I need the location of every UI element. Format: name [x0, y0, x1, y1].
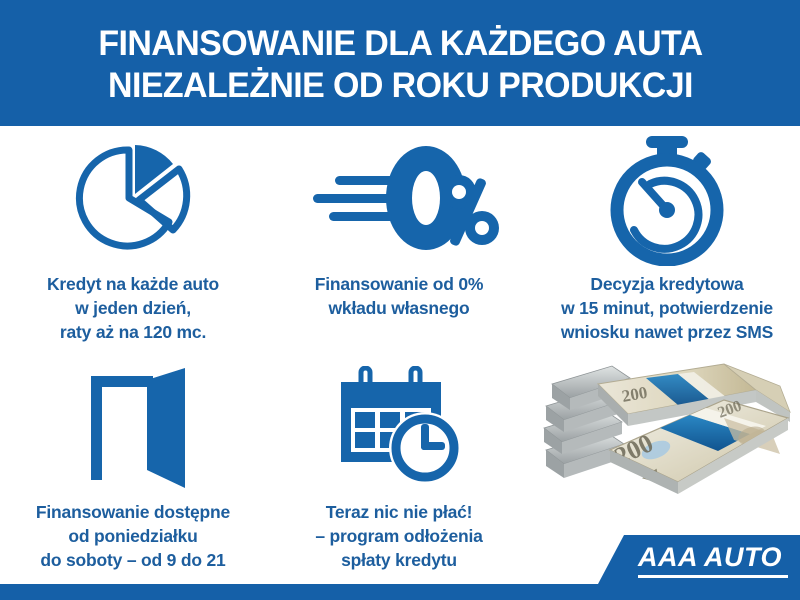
caption-line: do soboty – od 9 do 21 [40, 550, 226, 570]
logo-underline [638, 575, 788, 578]
feature-grid: Kredyt na każde auto w jeden dzień, raty… [0, 126, 800, 584]
feature-item-deferred-payment: Teraz nic nie płać! – program odłożenia … [266, 362, 532, 584]
caption-line: Finansowanie dostępne [35, 502, 231, 522]
open-door-icon [73, 362, 193, 494]
caption-line: od poniedziałku [68, 526, 198, 546]
caption-line: Teraz nic nie płać! [325, 502, 473, 522]
caption-line: w 15 minut, potwierdzenie [561, 298, 773, 318]
logo-text: AAA AUTO [638, 542, 782, 572]
caption-line: wniosku nawet przez SMS [560, 322, 774, 342]
caption-line: spłaty kredytu [341, 550, 457, 570]
feature-item-zero-percent: Finansowanie od 0% wkładu własnego [266, 134, 532, 362]
bottom-accent-bar [0, 584, 800, 600]
pie-chart-icon [69, 134, 197, 266]
caption-line: Kredyt na każde auto [46, 274, 220, 294]
header-banner: FINANSOWANIE DLA KAŻDEGO AUTA NIEZALEŻNI… [0, 0, 800, 126]
feature-caption: Finansowanie od 0% wkładu własnego [315, 272, 484, 320]
svg-text:200: 200 [620, 383, 648, 406]
caption-line: – program odłożenia [315, 526, 483, 546]
caption-line: w jeden dzień, [75, 298, 191, 318]
feature-caption: Decyzja kredytowa w 15 minut, potwierdze… [561, 272, 773, 344]
feature-caption: Teraz nic nie płać! – program odłożenia … [315, 500, 483, 572]
feature-caption: Finansowanie dostępne od poniedziałku do… [36, 500, 230, 572]
caption-line: raty aż na 120 mc. [59, 322, 207, 342]
headline-line-2: NIEZALEŻNIE OD ROKU PRODUKCJI [107, 66, 693, 105]
caption-line: Finansowanie od 0% [314, 274, 484, 294]
aaa-auto-logo[interactable]: AAA AUTO [598, 535, 800, 584]
caption-line: Decyzja kredytowa [590, 274, 744, 294]
feature-item-decision-time: Decyzja kredytowa w 15 minut, potwierdze… [534, 134, 800, 362]
feature-item-credit: Kredyt na każde auto w jeden dzień, raty… [0, 134, 266, 362]
stopwatch-icon [602, 134, 732, 266]
feature-caption: Kredyt na każde auto w jeden dzień, raty… [47, 272, 219, 344]
zero-percent-icon [299, 134, 499, 266]
calendar-clock-icon [333, 362, 465, 494]
headline-line-1: FINANSOWANIE DLA KAŻDEGO AUTA [97, 24, 703, 63]
caption-line: wkładu własnego [328, 298, 470, 318]
banknote-stacks-image: 200 200 200 [528, 358, 800, 538]
feature-item-opening-hours: Finansowanie dostępne od poniedziałku do… [0, 362, 266, 584]
